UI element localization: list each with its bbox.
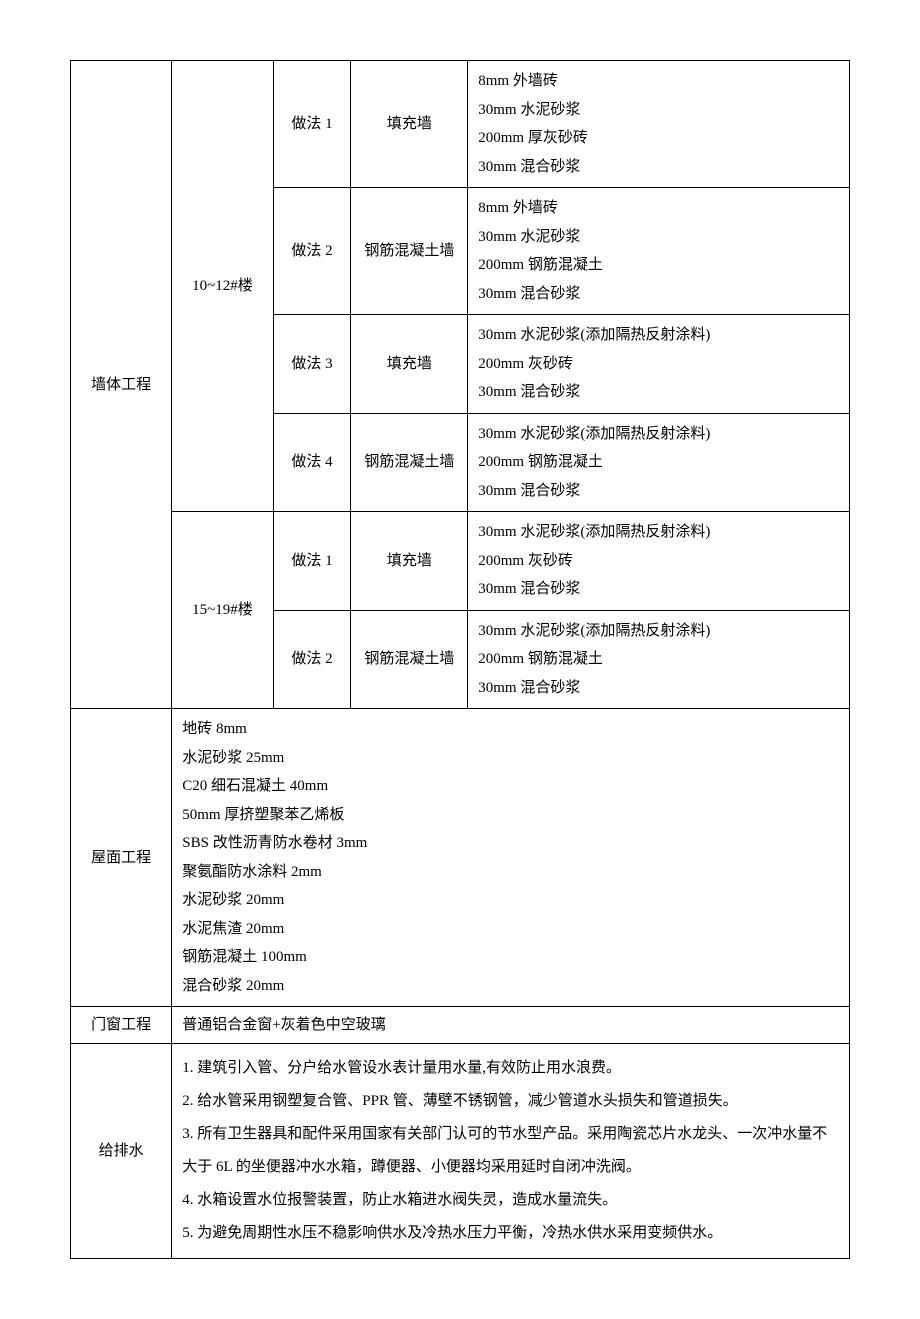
layers-cell: 8mm 外墙砖30mm 水泥砂浆200mm 钢筋混凝土30mm 混合砂浆: [468, 188, 850, 315]
layers-cell: 30mm 水泥砂浆(添加隔热反射涂料)200mm 灰砂砖30mm 混合砂浆: [468, 512, 850, 611]
category-cell: 墙体工程: [71, 61, 172, 709]
method-label: 做法 4: [273, 413, 351, 512]
category-cell: 给排水: [71, 1044, 172, 1259]
table-row: 门窗工程 普通铝合金窗+灰着色中空玻璃: [71, 1007, 850, 1044]
table-row: 15~19#楼 做法 1 填充墙 30mm 水泥砂浆(添加隔热反射涂料)200m…: [71, 512, 850, 611]
method-label: 做法 2: [273, 610, 351, 709]
layers-cell: 30mm 水泥砂浆(添加隔热反射涂料)200mm 钢筋混凝土30mm 混合砂浆: [468, 413, 850, 512]
method-type: 填充墙: [351, 512, 468, 611]
building-cell: 10~12#楼: [172, 61, 273, 512]
table-row: 给排水 1. 建筑引入管、分户给水管设水表计量用水量,有效防止用水浪费。2. 给…: [71, 1044, 850, 1259]
plumbing-items: 1. 建筑引入管、分户给水管设水表计量用水量,有效防止用水浪费。2. 给水管采用…: [172, 1044, 850, 1259]
table-row: 墙体工程 10~12#楼 做法 1 填充墙 8mm 外墙砖30mm 水泥砂浆20…: [71, 61, 850, 188]
method-label: 做法 2: [273, 188, 351, 315]
method-type: 填充墙: [351, 315, 468, 414]
method-type: 钢筋混凝土墙: [351, 610, 468, 709]
method-type: 钢筋混凝土墙: [351, 413, 468, 512]
method-label: 做法 3: [273, 315, 351, 414]
layers-cell: 30mm 水泥砂浆(添加隔热反射涂料)200mm 钢筋混凝土30mm 混合砂浆: [468, 610, 850, 709]
table-row: 屋面工程 地砖 8mm水泥砂浆 25mmC20 细石混凝土 40mm50mm 厚…: [71, 709, 850, 1007]
windows-content: 普通铝合金窗+灰着色中空玻璃: [172, 1007, 850, 1044]
roof-layers: 地砖 8mm水泥砂浆 25mmC20 细石混凝土 40mm50mm 厚挤塑聚苯乙…: [172, 709, 850, 1007]
category-cell: 门窗工程: [71, 1007, 172, 1044]
method-label: 做法 1: [273, 61, 351, 188]
method-type: 填充墙: [351, 61, 468, 188]
method-type: 钢筋混凝土墙: [351, 188, 468, 315]
building-cell: 15~19#楼: [172, 512, 273, 709]
method-label: 做法 1: [273, 512, 351, 611]
layers-cell: 8mm 外墙砖30mm 水泥砂浆200mm 厚灰砂砖30mm 混合砂浆: [468, 61, 850, 188]
spec-table: 墙体工程 10~12#楼 做法 1 填充墙 8mm 外墙砖30mm 水泥砂浆20…: [70, 60, 850, 1259]
category-cell: 屋面工程: [71, 709, 172, 1007]
layers-cell: 30mm 水泥砂浆(添加隔热反射涂料)200mm 灰砂砖30mm 混合砂浆: [468, 315, 850, 414]
